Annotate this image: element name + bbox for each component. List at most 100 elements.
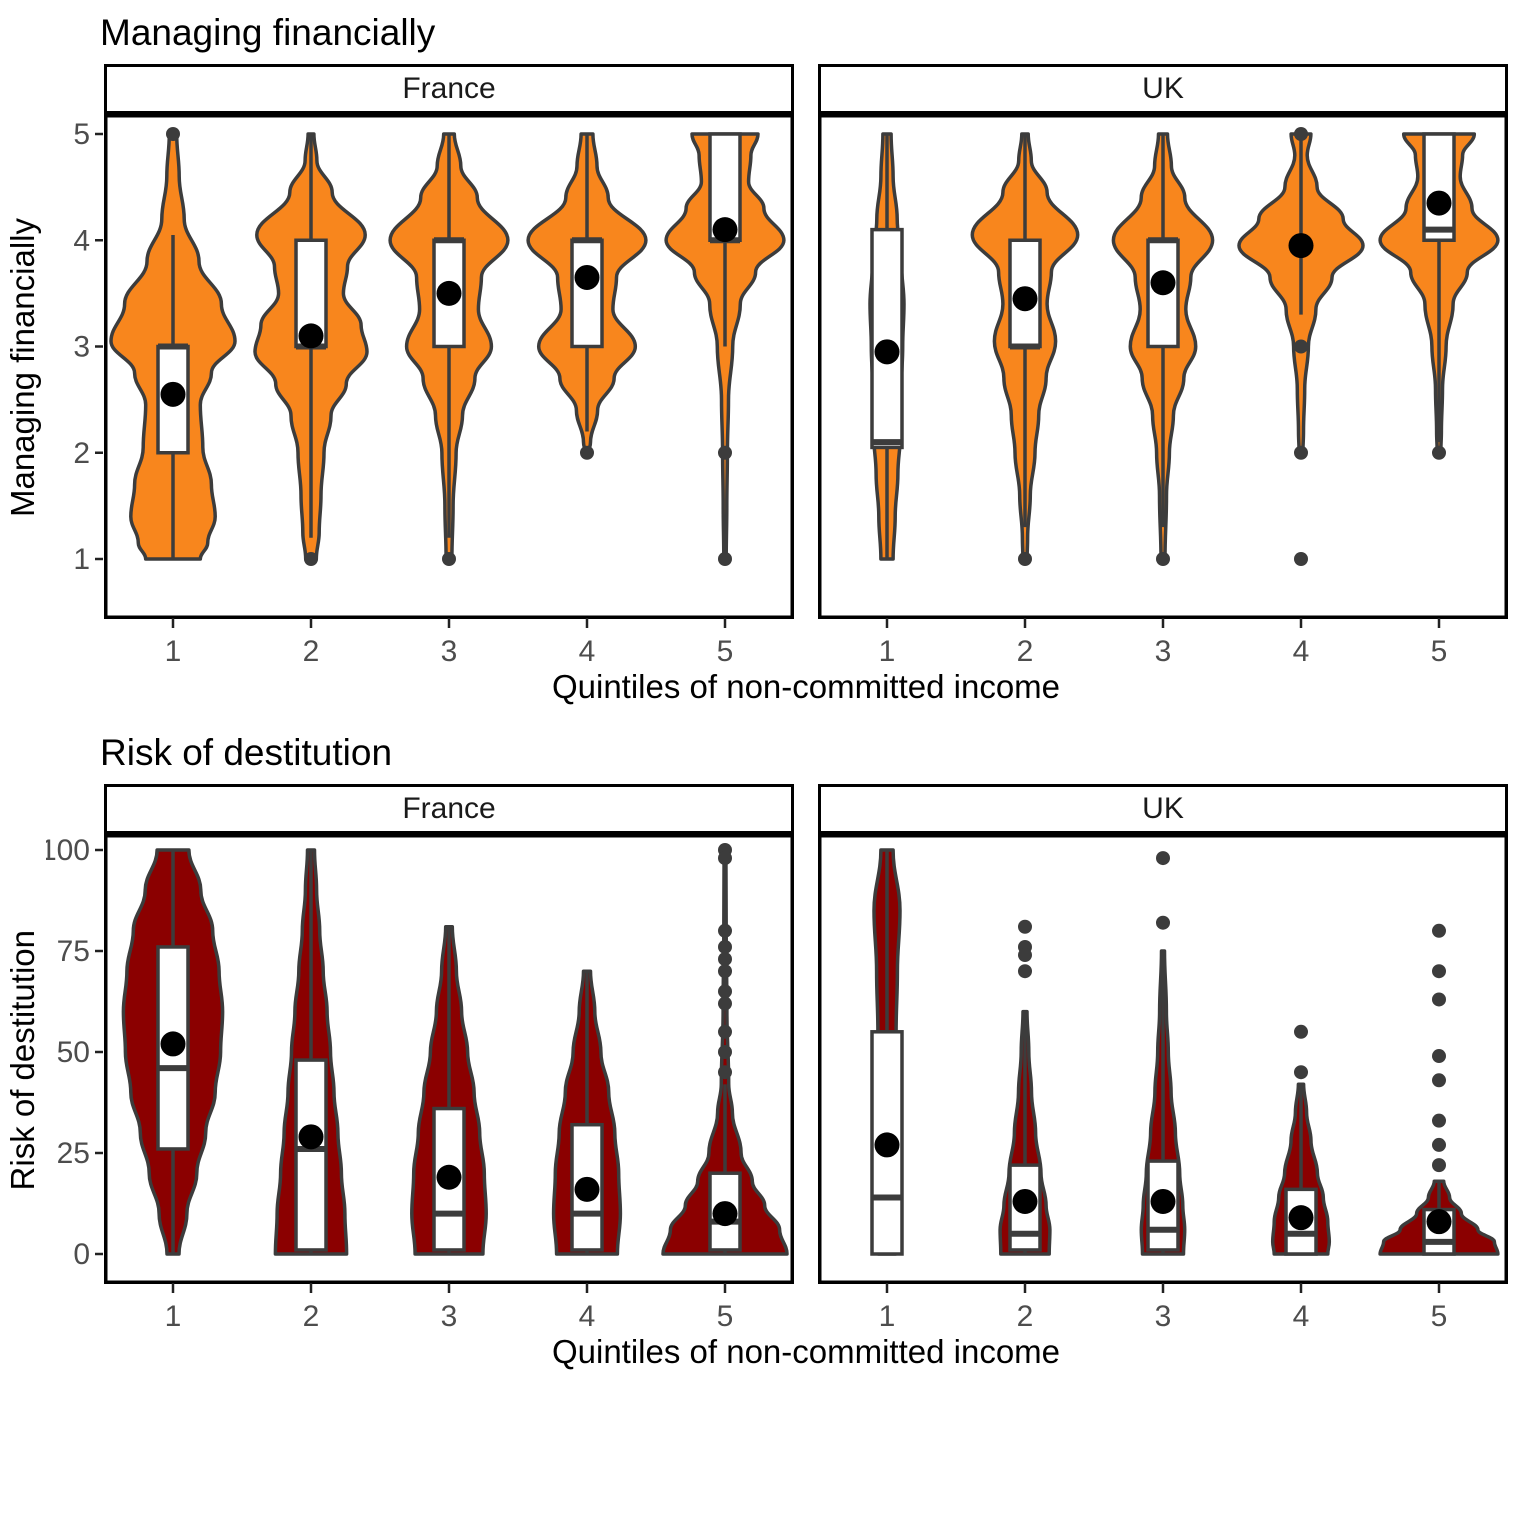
chart-managing-financially: Managing financially Managing financiall… — [0, 0, 1536, 706]
x-tick-label: 2 — [1017, 1300, 1034, 1333]
x-tick-label: 1 — [165, 1300, 182, 1333]
x-tick-label: 5 — [1431, 1300, 1448, 1333]
y-tick-label: 2 — [73, 437, 90, 470]
outlier-dot — [1018, 964, 1032, 979]
outlier-dot — [718, 851, 732, 866]
x-tick-label: 3 — [1155, 635, 1172, 668]
facet-strip-uk: UK — [818, 64, 1508, 114]
outlier-dot — [718, 964, 732, 979]
mean-dot — [874, 339, 900, 365]
outlier-dot — [1432, 992, 1446, 1007]
outlier-dot — [1294, 339, 1308, 354]
facet-strips: France UK — [104, 784, 1536, 834]
mean-dot — [712, 217, 738, 243]
facet-strips: France UK — [104, 64, 1536, 114]
x-axis-title: Quintiles of non-committed income — [551, 1333, 1061, 1370]
x-tick-label: 2 — [303, 1300, 320, 1333]
mean-dot — [574, 1176, 600, 1202]
y-tick-label: 1 — [73, 543, 90, 576]
outlier-dot — [1294, 1065, 1308, 1080]
outlier-dot — [718, 952, 732, 967]
mean-dot — [574, 264, 600, 290]
outlier-dot — [1018, 552, 1032, 566]
mean-dot — [1288, 1205, 1314, 1231]
y-tick-label: 100 — [46, 834, 90, 867]
y-axis-title-column: Managing financially — [0, 64, 46, 672]
outlier-dot — [1294, 552, 1308, 566]
facet-strip-uk: UK — [818, 784, 1508, 834]
plot-area-risk-of-destitution: 0 25 50 75 100 1 2 3 4 5 1 2 3 4 5 — [46, 834, 1508, 1333]
panel-border-uk — [818, 114, 1508, 619]
y-tick-label: 25 — [57, 1137, 90, 1170]
outlier-dot — [718, 445, 732, 460]
mean-dot — [1012, 286, 1038, 312]
x-tick-label: 1 — [879, 635, 896, 668]
outlier-dot — [1018, 948, 1032, 963]
x-tick-label: 3 — [441, 635, 458, 668]
x-tick-label: 5 — [1431, 635, 1448, 668]
x-tick-label: 2 — [303, 635, 320, 668]
outlier-dot — [1294, 1024, 1308, 1039]
mean-dot — [1426, 190, 1452, 216]
outlier-dot — [580, 445, 594, 460]
mean-dot — [298, 323, 324, 349]
outlier-dot — [1156, 851, 1170, 866]
facet-strip-france: France — [104, 784, 794, 834]
x-tick-label: 5 — [717, 635, 734, 668]
y-axis-title: Managing financially — [4, 218, 41, 518]
outlier-dot — [1432, 964, 1446, 979]
mean-dot — [1288, 233, 1314, 259]
y-tick-label: 0 — [73, 1238, 90, 1271]
mean-dot — [1150, 270, 1176, 296]
outlier-dot — [1432, 1113, 1446, 1128]
outlier-dot — [1432, 923, 1446, 938]
mean-dot — [160, 381, 186, 407]
outlier-dot — [1432, 1049, 1446, 1064]
outlier-dot — [1018, 919, 1032, 934]
outlier-dot — [718, 1024, 732, 1039]
outlier-dot — [1432, 1073, 1446, 1088]
x-axis-title: Quintiles of non-committed income — [551, 668, 1061, 705]
mean-dot — [160, 1031, 186, 1057]
plot-area-managing-financially: 1 2 3 4 5 1 2 3 4 5 1 2 3 4 5 — [73, 114, 1508, 668]
outlier-dot — [1294, 445, 1308, 460]
outlier-dot — [718, 996, 732, 1011]
box-rect — [1422, 132, 1456, 242]
mean-dot — [436, 1164, 462, 1190]
x-tick-label: 3 — [441, 1300, 458, 1333]
y-tick-label: 4 — [73, 224, 90, 257]
outlier-dot — [1156, 915, 1170, 930]
y-axis-title-column: Risk of destitution — [0, 784, 46, 1337]
outlier-dot — [1432, 1158, 1446, 1173]
panel-border-uk — [818, 834, 1508, 1284]
outlier-dot — [1432, 1137, 1446, 1152]
y-tick-label: 5 — [73, 118, 90, 151]
chart-title: Managing financially — [100, 12, 436, 53]
outlier-dot — [718, 923, 732, 938]
x-tick-label: 3 — [1155, 1300, 1172, 1333]
x-tick-label: 4 — [579, 635, 596, 668]
mean-dot — [298, 1124, 324, 1150]
y-axis-title: Risk of destitution — [4, 930, 41, 1191]
x-tick-label: 5 — [717, 1300, 734, 1333]
chart-title: Risk of destitution — [100, 732, 393, 773]
outlier-dot — [166, 127, 180, 141]
y-tick-label: 50 — [57, 1036, 90, 1069]
mean-dot — [874, 1132, 900, 1158]
mean-dot — [1426, 1209, 1452, 1235]
box-rect — [294, 1058, 328, 1252]
y-tick-label: 3 — [73, 331, 90, 364]
x-tick-label: 2 — [1017, 635, 1034, 668]
box-rect — [570, 238, 604, 349]
outlier-dot — [1294, 127, 1308, 141]
mean-dot — [712, 1201, 738, 1227]
mean-dot — [436, 280, 462, 306]
outlier-dot — [718, 939, 732, 954]
x-tick-label: 1 — [165, 635, 182, 668]
outlier-dot — [718, 1065, 732, 1080]
facet-strip-france: France — [104, 64, 794, 114]
outlier-dot — [1156, 552, 1170, 566]
outlier-dot — [442, 552, 456, 566]
outlier-dot — [304, 552, 318, 566]
